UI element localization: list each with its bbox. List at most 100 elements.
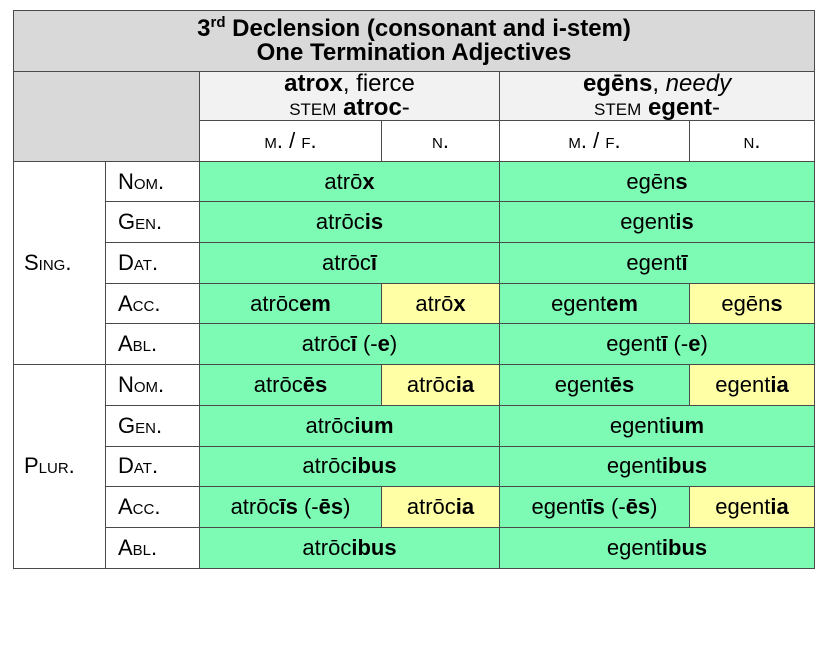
form-ending: ia (455, 494, 475, 520)
form-stem: egent (551, 290, 607, 316)
form-stem: atrōc (301, 331, 351, 357)
gender-header-mf: m. / f. (499, 120, 690, 162)
table-row: Gen. atrōcium egentium (14, 404, 816, 447)
case-label-acc: Acc. (105, 486, 200, 528)
case-label-gen: Gen. (105, 201, 200, 244)
form-cell-neuter: egentia (688, 364, 816, 406)
form-cell: atrōcium (199, 404, 500, 447)
form-cell: atrōcī (-e) (199, 323, 500, 366)
form-stem: atrōc (250, 290, 300, 316)
form-stem: atrōc (302, 534, 352, 560)
form-ending: ī (370, 249, 378, 275)
form-ending: īs (586, 494, 605, 520)
case-label-nom: Nom. (105, 160, 200, 203)
form-cell: egentī (-e) (498, 323, 816, 366)
form-ending: em (606, 290, 638, 316)
form-stem: atrōc (406, 371, 456, 397)
form-alt-open: (- (297, 494, 319, 520)
form-ending: ibus (661, 453, 708, 479)
form-cell: atrōcīs (-ēs) (199, 486, 382, 528)
stem-label: stem (594, 94, 642, 121)
form-cell-neuter: egentia (688, 486, 816, 528)
number-label-singular: Sing. (13, 160, 106, 366)
table-row: Plur. Nom. atrōcēs atrōcia egentēs egent… (13, 364, 816, 569)
form-alt-ending: ēs (625, 494, 651, 520)
form-alt-open: (- (667, 331, 689, 357)
table-row: Abl. atrōcibus egentibus (14, 526, 816, 569)
form-cell: egentis (498, 201, 816, 244)
form-alt-ending: e (377, 331, 390, 357)
adjective-header-egens: egēns, needy stem egent- (498, 70, 816, 121)
form-alt-close: ) (389, 331, 398, 357)
form-ending: ēs (609, 371, 635, 397)
form-ending: ium (664, 412, 705, 438)
form-stem: egent (606, 453, 662, 479)
form-alt-open: (- (604, 494, 626, 520)
form-ending: ia (455, 371, 475, 397)
stem-value: atroc (343, 94, 402, 121)
table-row: Gen. atrōcis egentis (14, 201, 816, 244)
form-cell: atrōcēs (199, 364, 382, 406)
adjective-gloss: needy (665, 70, 732, 97)
form-ending: em (299, 290, 331, 316)
form-ending: ibus (661, 534, 708, 560)
case-label-nom: Nom. (105, 364, 200, 406)
form-alt-close: ) (343, 494, 351, 520)
form-ending: s (675, 168, 688, 194)
form-stem: atrōc (321, 249, 371, 275)
form-stem: atrōc (305, 412, 355, 438)
form-cell: egentīs (-ēs) (499, 486, 690, 528)
form-cell: atrōcī (199, 242, 500, 284)
form-ending: x (453, 290, 466, 316)
form-cell: egentī (498, 242, 816, 284)
form-ending: ī (350, 331, 357, 357)
form-ending: x (362, 168, 375, 194)
stem-suffix: - (401, 94, 410, 121)
form-stem: atrō (415, 290, 454, 316)
form-cell: atrōcibus (199, 445, 500, 488)
form-cell: egēns (498, 160, 816, 203)
form-ending: īs (279, 494, 298, 520)
declension-table: 3rd Declension (consonant and i-stem) On… (12, 10, 816, 569)
adjective-gloss: fierce (356, 70, 415, 97)
form-ending: s (770, 290, 783, 316)
table-title: 3rd Declension (consonant and i-stem) On… (12, 10, 816, 72)
title-line2: One Termination Adjectives (256, 39, 572, 66)
form-alt-close: ) (650, 494, 658, 520)
form-cell-neuter: egēns (688, 282, 816, 325)
form-stem: atrōc (406, 494, 456, 520)
case-label-gen: Gen. (105, 404, 200, 447)
case-label-dat: Dat. (105, 242, 200, 284)
table-row: Abl. atrōcī (-e) egentī (-e) (14, 323, 816, 366)
stem-value: egent (647, 94, 712, 121)
form-cell: atrōcem (199, 282, 382, 325)
case-label-acc: Acc. (105, 282, 200, 325)
corner-cell (13, 71, 200, 162)
form-stem: egent (606, 331, 662, 357)
form-ending: ia (770, 371, 789, 397)
form-stem: egent (620, 209, 676, 235)
form-ending: ēs (302, 371, 328, 397)
adjective-sep: , (652, 70, 666, 97)
form-cell-neuter: atrōcia (381, 364, 500, 406)
form-ending: ium (354, 412, 394, 438)
case-label-abl: Abl. (105, 323, 200, 366)
form-cell: egentem (499, 282, 690, 325)
gender-header-n: n. (688, 120, 816, 162)
form-ending: ī (681, 249, 688, 275)
form-ending: ī (661, 331, 668, 357)
title-ordinal: 3 (197, 15, 211, 42)
stem-label: stem (289, 94, 337, 121)
form-alt-open: (- (356, 331, 378, 357)
form-cell: egentibus (498, 526, 816, 569)
adjective-header-atrox: atrox, fierce stem atroc- (199, 70, 500, 121)
number-label-plural: Plur. (13, 364, 106, 569)
form-cell: atrōx (199, 160, 500, 203)
gender-header-mf: m. / f. (199, 120, 382, 162)
table-row: Acc. atrōcīs (-ēs) atrōcia egentīs (-ēs)… (14, 486, 816, 528)
form-stem: egent (606, 534, 662, 560)
form-cell-neuter: atrōcia (381, 486, 500, 528)
form-cell: egentium (498, 404, 816, 447)
form-ending: is (675, 209, 694, 235)
form-stem: egēn (626, 168, 676, 194)
